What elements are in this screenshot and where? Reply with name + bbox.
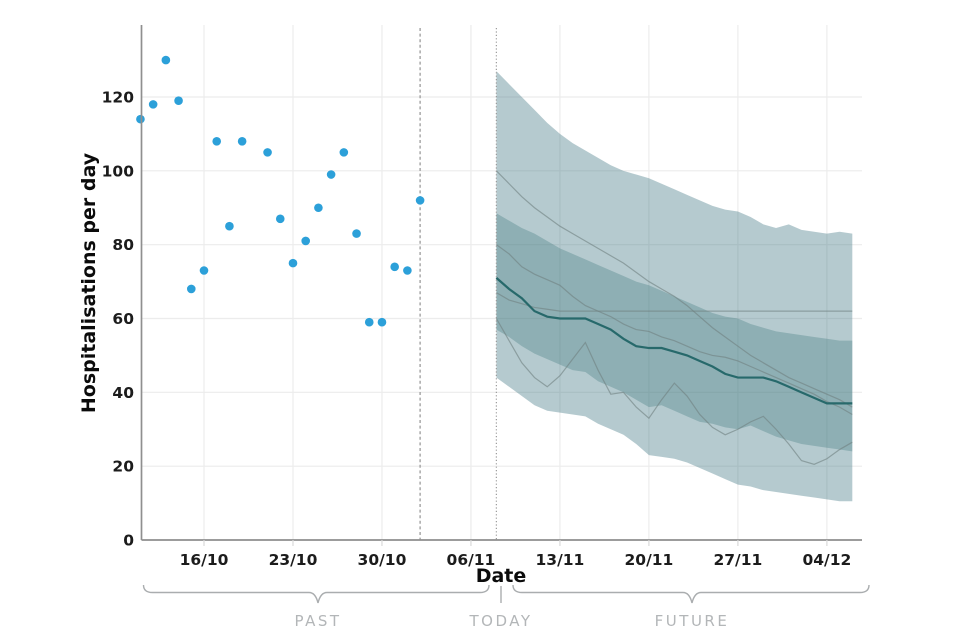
forecast-median-line [495,277,853,405]
y-tick-label: 20 [112,458,134,476]
observed-point [314,203,323,213]
x-tick-label: 30/10 [358,551,407,569]
y-tick-label: 0 [123,532,134,550]
observed-point [199,266,209,275]
forecast-trajectory-line [496,244,853,416]
observed-point [186,284,196,294]
future-annotation-label: FUTURE [655,612,730,630]
observed-point [275,214,285,224]
axes-layer [140,25,862,546]
forecast-trajectory-line [495,318,853,465]
forecast-inner-interval [496,213,853,452]
today-divider-layer [419,28,497,540]
observed-point [415,196,425,205]
forecast-bands-layer [496,71,853,502]
today-annotation-label: TODAY [468,612,532,630]
observed-point [288,258,298,268]
y-tick-label: 120 [102,88,135,106]
x-tick-label: 27/11 [713,551,762,569]
y-tick-label: 40 [112,384,134,402]
observed-point [403,266,412,275]
forecast-trajectory-line [496,292,853,312]
observed-point [326,170,336,179]
observed-point [377,317,387,327]
x-tick-label: 23/10 [269,551,318,569]
observed-point [212,136,222,146]
x-tick-label: 04/12 [802,551,851,569]
timeline-braces-layer [142,584,870,604]
x-tick-label: 13/11 [536,551,585,569]
x-tick-label: 16/10 [180,551,229,569]
observed-point [237,136,247,146]
x-tick-label: 06/11 [447,551,496,569]
observed-point [390,262,399,272]
observed-point [301,236,310,246]
observed-point [339,148,349,157]
trajectory-lines-layer [495,170,853,465]
forecast-outer-interval [496,71,853,502]
observed-point [136,114,145,124]
median-line-layer [495,277,853,405]
observed-points-layer [136,55,425,327]
y-tick-label: 100 [102,162,135,180]
future-brace [512,584,870,604]
observed-point [364,317,374,327]
forecast-trajectory-line [495,170,853,408]
observed-point [263,148,272,157]
y-tick-label: 60 [112,310,134,328]
past-brace [142,584,490,604]
observed-point [352,229,361,238]
tick-labels-layer: 0 20 40 60 80 100 120 16/10 23/10 30/10 06/11 13/11… [102,88,852,569]
gridlines-layer [141,25,862,541]
y-tick-label: 80 [112,236,134,254]
past-annotation-label: PAST [294,612,341,630]
x-tick-label: 20/11 [625,551,674,569]
observed-point [225,221,234,231]
observed-point [148,100,158,109]
observed-point [161,55,171,65]
observed-point [174,96,183,105]
x-axis-title: Date [476,565,527,587]
y-axis-title: Hospitalisations per day [78,152,100,413]
